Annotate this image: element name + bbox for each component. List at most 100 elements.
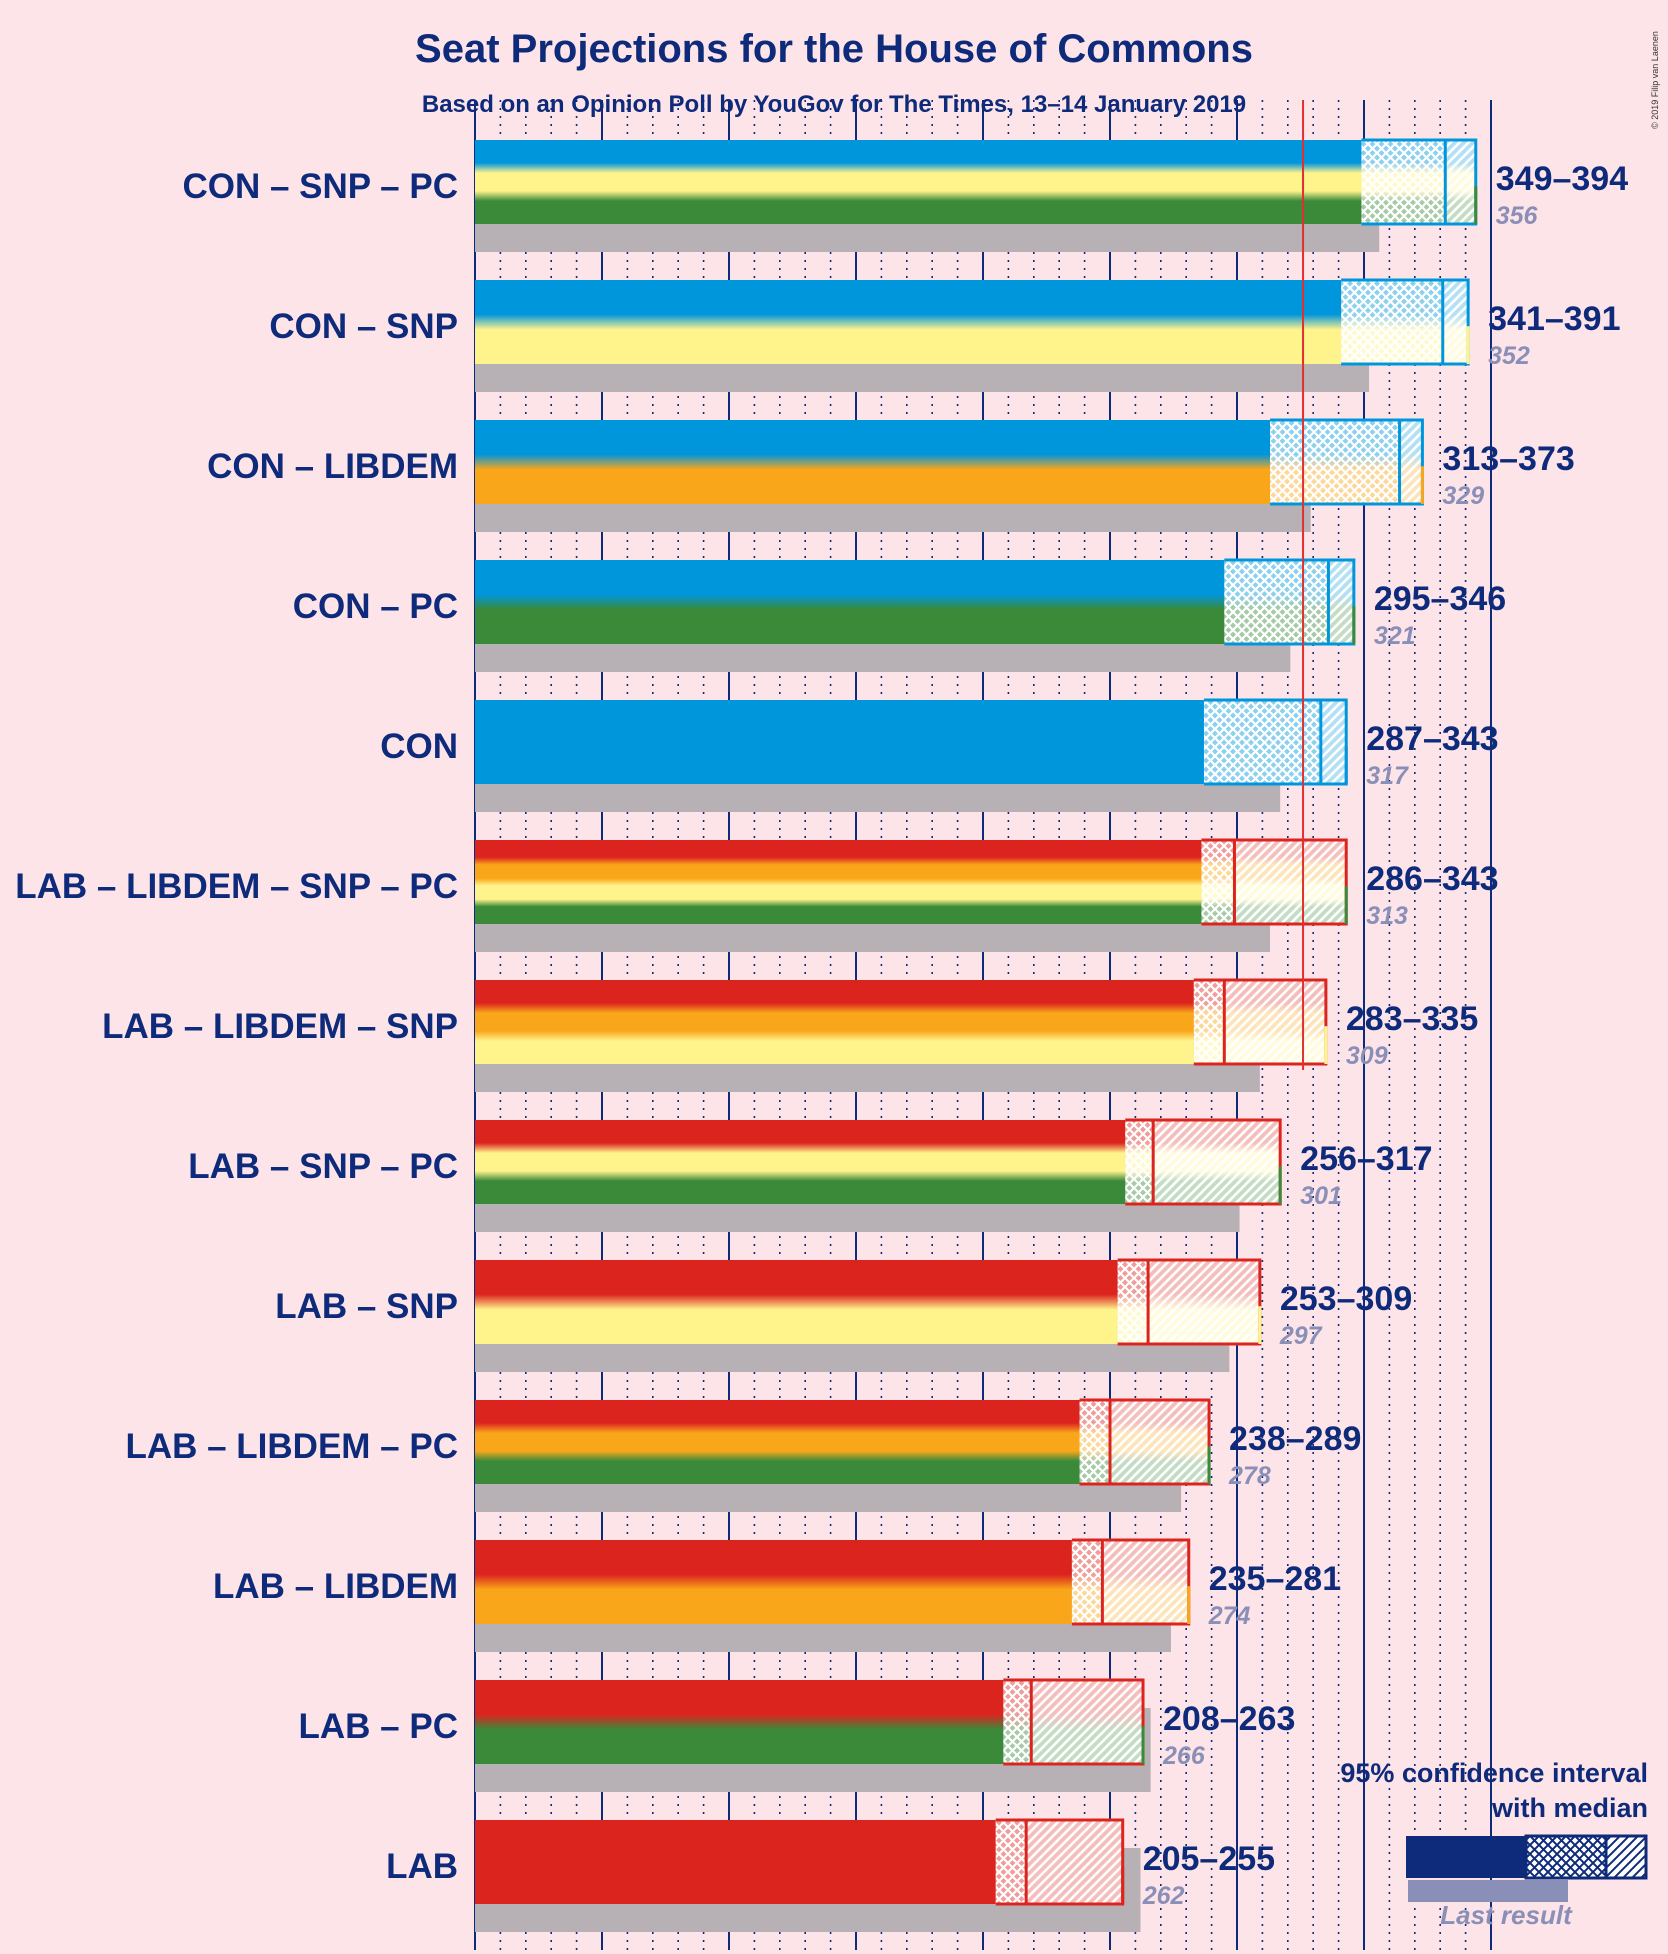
ci-outline xyxy=(995,1818,1125,1906)
ci-lower-hatch xyxy=(1071,1540,1103,1624)
range-label: 313–373 xyxy=(1442,440,1574,478)
ci-upper-hatch xyxy=(1031,1680,1144,1764)
row-label: LAB – SNP – PC xyxy=(188,1147,458,1186)
row-label: LAB xyxy=(386,1847,458,1886)
chart-title: Seat Projections for the House of Common… xyxy=(415,27,1253,71)
last-result-label: 301 xyxy=(1300,1182,1342,1210)
ci-upper-hatch xyxy=(1153,1120,1281,1204)
last-result-label: 356 xyxy=(1496,202,1539,230)
ci-lower-hatch xyxy=(1003,1680,1032,1764)
row-lab: LAB 205–255 262 xyxy=(386,1818,1275,1932)
ci-outline xyxy=(1125,1118,1282,1206)
row-label: LAB – SNP xyxy=(275,1287,458,1326)
last-result-label: 321 xyxy=(1374,622,1416,650)
ci-lower-hatch xyxy=(1125,1120,1154,1204)
solid-bar xyxy=(475,280,1342,364)
ci-upper-hatch xyxy=(1399,420,1423,504)
row-label: CON – LIBDEM xyxy=(207,447,458,486)
range-label: 283–335 xyxy=(1346,1000,1478,1038)
solid-bar xyxy=(475,1820,996,1904)
ci-lower-hatch xyxy=(1270,420,1400,504)
ci-upper-hatch xyxy=(1445,140,1476,224)
last-result-label: 297 xyxy=(1279,1322,1323,1350)
row-label: LAB – LIBDEM – PC xyxy=(125,1427,458,1466)
ci-upper-hatch xyxy=(1224,980,1326,1064)
solid-bar xyxy=(475,560,1225,644)
range-label: 205–255 xyxy=(1143,1840,1275,1878)
range-label: 295–346 xyxy=(1374,580,1506,618)
range-label: 349–394 xyxy=(1496,160,1628,198)
row-lab-snp: LAB – SNP 253–309 297 xyxy=(275,1258,1412,1372)
solid-bar xyxy=(475,700,1204,784)
ci-upper-hatch xyxy=(1148,1260,1260,1344)
solid-bar xyxy=(475,140,1362,224)
chart-subtitle: Based on an Opinion Poll by YouGov for T… xyxy=(422,91,1246,118)
ci-outline xyxy=(1361,138,1478,226)
solid-bar xyxy=(475,840,1202,924)
ci-outline xyxy=(1201,838,1348,926)
last-result-label: 313 xyxy=(1366,902,1408,930)
ci-lower-hatch xyxy=(1341,280,1443,364)
solid-bar xyxy=(475,1260,1118,1344)
row-lab-libdem-pc: LAB – LIBDEM – PC 238–289 278 xyxy=(125,1398,1361,1512)
range-label: 256–317 xyxy=(1300,1140,1432,1178)
row-label: LAB – LIBDEM – SNP xyxy=(102,1007,458,1046)
row-label: LAB – LIBDEM xyxy=(213,1567,458,1606)
row-lab-libdem-snp: LAB – LIBDEM – SNP 283–335 309 xyxy=(102,978,1478,1092)
row-label: LAB – PC xyxy=(299,1707,458,1746)
ci-upper-hatch xyxy=(1234,840,1347,924)
legend-hatch-swatch xyxy=(1604,1834,1648,1880)
ci-upper-hatch xyxy=(1442,280,1469,364)
ci-outline xyxy=(1071,1538,1191,1626)
row-label: CON – SNP – PC xyxy=(182,167,458,206)
legend-crosshatch-swatch xyxy=(1524,1834,1608,1880)
ci-upper-hatch xyxy=(1328,560,1354,644)
range-label: 235–281 xyxy=(1209,1560,1341,1598)
row-lab-libdem: LAB – LIBDEM 235–281 274 xyxy=(213,1538,1341,1652)
credit-text: © 2019 Filip van Laenen xyxy=(1650,31,1660,129)
last-result-label: 317 xyxy=(1366,762,1409,790)
row-label: CON xyxy=(380,727,458,766)
row-con: CON 287–343 317 xyxy=(380,698,1499,812)
solid-bar xyxy=(475,420,1271,504)
ci-lower-hatch xyxy=(1193,980,1225,1064)
row-lab-libdem-snp-pc: LAB – LIBDEM – SNP – PC 286–343 313 xyxy=(15,838,1499,952)
last-result-label: 266 xyxy=(1162,1742,1206,1770)
ci-upper-hatch xyxy=(1102,1540,1189,1624)
legend-last-label: Last result xyxy=(1440,1900,1573,1930)
range-label: 341–391 xyxy=(1488,300,1620,338)
ci-outline xyxy=(1079,1398,1211,1486)
row-con-snp-pc: CON – SNP – PC 349–394 356 xyxy=(182,138,1628,252)
solid-bar xyxy=(475,1400,1080,1484)
ci-lower-hatch xyxy=(1201,840,1235,924)
ci-lower-hatch xyxy=(1079,1400,1110,1484)
ci-lower-hatch xyxy=(995,1820,1027,1904)
solid-bar xyxy=(475,1680,1004,1764)
range-label: 208–263 xyxy=(1163,1700,1295,1738)
range-label: 238–289 xyxy=(1229,1420,1361,1458)
range-label: 253–309 xyxy=(1280,1280,1412,1318)
ci-outline xyxy=(1003,1678,1145,1766)
row-con-libdem: CON – LIBDEM 313–373 329 xyxy=(207,418,1575,532)
range-label: 286–343 xyxy=(1366,860,1498,898)
last-result-label: 329 xyxy=(1442,482,1484,510)
ci-lower-hatch xyxy=(1117,1260,1149,1344)
row-lab-snp-pc: LAB – SNP – PC 256–317 301 xyxy=(188,1118,1433,1232)
ci-lower-hatch xyxy=(1224,560,1329,644)
row-label: LAB – LIBDEM – SNP – PC xyxy=(15,867,458,906)
row-label: CON – SNP xyxy=(269,307,458,346)
ci-outline xyxy=(1341,278,1470,366)
ci-lower-hatch xyxy=(1361,140,1446,224)
ci-outline xyxy=(1193,978,1328,1066)
solid-bar xyxy=(475,1540,1072,1624)
row-con-snp: CON – SNP 341–391 352 xyxy=(269,278,1621,392)
legend-line1: 95% confidence interval xyxy=(1340,1758,1648,1788)
ci-upper-hatch xyxy=(1110,1400,1210,1484)
last-result-label: 352 xyxy=(1488,342,1530,370)
last-result-label: 274 xyxy=(1208,1602,1251,1630)
legend: 95% confidence interval with median Last… xyxy=(1340,1758,1648,1930)
ci-outline xyxy=(1203,698,1348,786)
chart-rows: CON – SNP – PC 349–394 356 CON – SNP 341–391… xyxy=(15,138,1628,1932)
ci-outline xyxy=(1270,418,1424,506)
